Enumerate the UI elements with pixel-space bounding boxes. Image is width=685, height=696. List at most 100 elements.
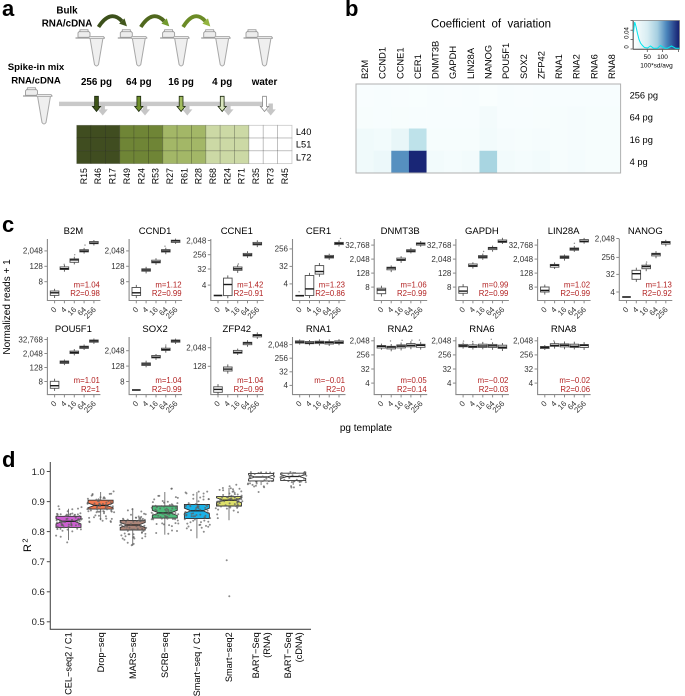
svg-text:water: water (251, 77, 278, 88)
svg-text:4: 4 (467, 305, 477, 315)
svg-text:m=1.04: m=1.04 (74, 280, 101, 289)
svg-text:R2=0.98: R2=0.98 (70, 289, 100, 298)
svg-text:100: 100 (657, 54, 668, 61)
svg-text:m=0.05: m=0.05 (400, 376, 427, 385)
svg-text:R: R (22, 544, 34, 552)
svg-text:4: 4 (141, 399, 151, 409)
svg-text:R2=0.91: R2=0.91 (234, 289, 264, 298)
svg-text:R73: R73 (265, 168, 275, 184)
svg-text:2,048: 2,048 (431, 337, 452, 346)
svg-text:RNA2: RNA2 (388, 324, 413, 335)
svg-text:32: 32 (524, 365, 533, 374)
svg-text:0: 0 (621, 305, 631, 315)
svg-text:RNA1: RNA1 (306, 324, 331, 335)
svg-text:R27: R27 (165, 168, 175, 184)
svg-text:L40: L40 (296, 127, 312, 137)
svg-text:m=1.04: m=1.04 (237, 376, 264, 385)
svg-text:0: 0 (539, 305, 549, 315)
svg-text:RNA/cDNA: RNA/cDNA (11, 76, 61, 87)
svg-text:0: 0 (212, 305, 222, 315)
svg-text:d: d (2, 447, 15, 472)
svg-text:100*sd/avg: 100*sd/avg (640, 63, 673, 70)
svg-text:pg template: pg template (340, 423, 393, 434)
svg-text:0: 0 (131, 399, 141, 409)
svg-text:R53: R53 (151, 168, 161, 184)
svg-text:32: 32 (197, 265, 206, 274)
svg-text:SOX2: SOX2 (519, 54, 529, 79)
svg-text:256: 256 (356, 351, 370, 360)
svg-text:m=−0.02: m=−0.02 (478, 376, 509, 385)
svg-text:0: 0 (376, 399, 386, 409)
svg-text:2,048: 2,048 (595, 234, 616, 243)
svg-text:CEL−seq2 / C1: CEL−seq2 / C1 (64, 632, 74, 695)
svg-text:Coefficient of variation: Coefficient of variation (431, 19, 551, 31)
svg-text:m=1.42: m=1.42 (237, 280, 263, 289)
svg-text:4: 4 (284, 381, 289, 390)
svg-text:0.8: 0.8 (32, 527, 45, 538)
svg-text:R15: R15 (79, 168, 89, 184)
svg-text:R17: R17 (108, 168, 118, 184)
svg-text:R46: R46 (93, 168, 103, 184)
svg-text:4: 4 (222, 399, 232, 409)
svg-text:MARS−seq: MARS−seq (128, 632, 138, 679)
svg-text:LIN28A: LIN28A (548, 226, 580, 237)
svg-text:128: 128 (438, 269, 452, 278)
svg-text:0: 0 (131, 305, 141, 315)
svg-text:R2=0.99: R2=0.99 (234, 385, 264, 394)
svg-text:R2=0.99: R2=0.99 (152, 289, 182, 298)
svg-text:CCNE1: CCNE1 (221, 226, 253, 237)
svg-text:8: 8 (447, 283, 452, 292)
svg-text:128: 128 (111, 362, 125, 371)
svg-text:0: 0 (625, 45, 631, 49)
svg-text:B2M: B2M (64, 226, 84, 237)
svg-text:0: 0 (458, 305, 468, 315)
svg-text:128: 128 (30, 262, 44, 271)
svg-text:32,768: 32,768 (18, 335, 43, 344)
svg-text:8: 8 (120, 278, 125, 287)
svg-text:256: 256 (275, 245, 289, 254)
svg-text:8: 8 (120, 377, 125, 386)
svg-text:BART−Seq: BART−Seq (251, 632, 261, 678)
svg-text:4: 4 (610, 288, 615, 297)
svg-text:32: 32 (361, 365, 370, 374)
svg-text:4: 4 (386, 305, 396, 315)
svg-text:(RNA): (RNA) (262, 632, 272, 658)
svg-text:Bulk: Bulk (56, 6, 78, 17)
svg-text:4: 4 (631, 305, 641, 315)
svg-text:Smart−seq / C1: Smart−seq / C1 (192, 632, 202, 696)
svg-text:4: 4 (304, 399, 314, 409)
svg-text:RNA6: RNA6 (469, 324, 494, 335)
svg-text:128: 128 (356, 269, 370, 278)
svg-text:2,048: 2,048 (105, 247, 126, 256)
svg-text:8: 8 (529, 283, 534, 292)
svg-text:0: 0 (212, 399, 222, 409)
svg-text:R2=0: R2=0 (326, 385, 346, 394)
svg-text:NANOG: NANOG (628, 226, 663, 237)
svg-text:4: 4 (447, 379, 452, 388)
svg-text:32,768: 32,768 (345, 241, 370, 250)
svg-text:4: 4 (549, 305, 559, 315)
svg-text:64 pg: 64 pg (630, 113, 653, 123)
svg-text:4 pg: 4 pg (630, 157, 648, 167)
svg-text:m=1.06: m=1.06 (400, 280, 426, 289)
svg-text:2,048: 2,048 (350, 337, 371, 346)
svg-text:R2=1: R2=1 (81, 385, 100, 394)
svg-text:2,048: 2,048 (186, 344, 207, 353)
svg-text:ZFP42: ZFP42 (536, 51, 546, 79)
svg-text:0: 0 (458, 399, 468, 409)
svg-text:RNA1: RNA1 (554, 54, 564, 79)
svg-text:R71: R71 (237, 168, 247, 184)
svg-text:m=1.01: m=1.01 (74, 376, 100, 385)
svg-text:4: 4 (59, 399, 69, 409)
svg-text:2,048: 2,048 (23, 349, 44, 358)
svg-text:256 pg: 256 pg (630, 90, 658, 100)
svg-text:RNA/cDNA: RNA/cDNA (42, 19, 93, 30)
svg-text:CCND1: CCND1 (139, 226, 172, 237)
svg-text:R35: R35 (251, 168, 261, 184)
svg-text:0: 0 (49, 399, 59, 409)
svg-text:64 pg: 64 pg (126, 77, 152, 88)
svg-text:R24: R24 (136, 168, 146, 184)
svg-text:128: 128 (30, 363, 44, 372)
svg-text:8: 8 (38, 377, 43, 386)
svg-text:0.04: 0.04 (625, 27, 631, 39)
